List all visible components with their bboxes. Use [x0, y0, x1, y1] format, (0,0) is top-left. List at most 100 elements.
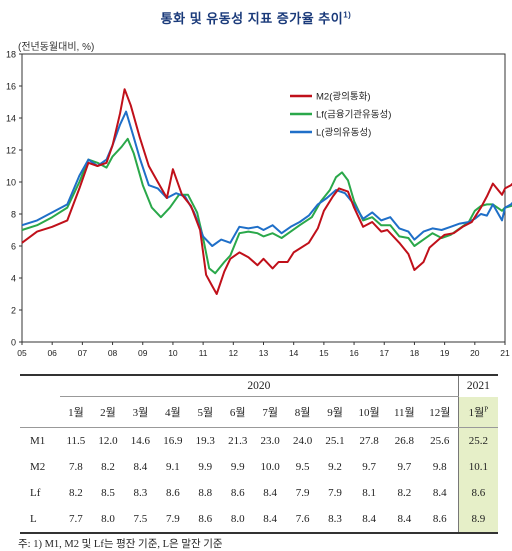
table-cell: 8.2: [101, 461, 115, 473]
row-label: L: [20, 506, 60, 534]
table-cell: 8.4: [351, 506, 387, 534]
table-cell: 10.0: [260, 461, 280, 473]
table-cell-2021: 25.2: [457, 427, 498, 454]
table-cell: 9.7: [397, 461, 412, 473]
table-cell: 7.8: [69, 461, 83, 473]
table-cell: 8.4: [386, 506, 422, 534]
plot-frame: [21, 53, 506, 343]
unit-label: (전년동월대비, %): [18, 42, 95, 53]
x-tick-label: 13: [259, 348, 269, 358]
table-cell: 8.6: [421, 506, 459, 534]
x-tick-label: 14: [289, 348, 299, 358]
month-header: 7월: [253, 396, 287, 428]
table-cell: 9.7: [362, 461, 376, 473]
table-cell: 8.4: [263, 487, 278, 499]
month-header: 2월: [91, 396, 125, 428]
table-cell-2021: 8.6: [457, 480, 498, 506]
x-tick-label: 08: [108, 348, 118, 358]
table-cell: 8.2: [69, 487, 83, 499]
month-header: 12월: [421, 396, 459, 428]
series-line-lf: [21, 137, 512, 275]
legend-label-lf: Lf(금융기관유동성): [316, 110, 391, 121]
row-label: Lf: [30, 487, 41, 499]
x-tick-label: 20: [470, 348, 480, 358]
x-tick-label: 19: [440, 348, 450, 358]
table-cell: 7.9: [295, 487, 310, 499]
preliminary-mark: P: [484, 405, 489, 414]
x-tick-label: 05: [17, 348, 27, 358]
table-cell: 23.0: [260, 435, 280, 447]
y-tick-label: 14: [6, 114, 16, 124]
x-tick-label: 21: [500, 348, 510, 358]
x-tick-label: 16: [349, 348, 359, 358]
y-tick-label: 2: [11, 306, 16, 316]
table-cell: 8.2: [397, 487, 412, 499]
table-corner: [20, 374, 60, 397]
table-cell: 12.0: [98, 435, 118, 447]
footnote: 주: 1) M1, M2 및 Lf는 평잔 기준, L은 말잔 기준: [18, 539, 223, 550]
x-tick-label: 06: [47, 348, 57, 358]
series-line-l: [21, 110, 512, 247]
y-tick-label: 16: [6, 82, 16, 92]
table-row: M2 7.8 8.2 8.4 9.1 9.9 9.9 10.0 9.5 9.2 9.7 9.7 9.8 1…: [20, 454, 498, 480]
table-row: Lf 8.2 8.5 8.3 8.6 8.8 8.6 8.4 7.9 7.9 8.1 8.2 8.4 8.…: [20, 480, 498, 506]
y-tick-label: 6: [11, 242, 16, 252]
table-cell: 8.8: [198, 487, 213, 499]
table-cell: 16.9: [163, 435, 183, 447]
y-tick-label: 0: [11, 338, 16, 348]
table-cell: 26.8: [394, 435, 414, 447]
x-tick-label: 12: [229, 348, 239, 358]
table-year-row: 2020 2021: [20, 374, 498, 397]
table-cell: 11.5: [66, 435, 86, 447]
table-cell: 8.4: [432, 487, 447, 499]
table-cell: 7.6: [286, 506, 319, 534]
month-header: 1월: [60, 396, 92, 428]
month-header: 9월: [318, 396, 352, 428]
table-cell: 9.1: [165, 461, 180, 473]
table-cell: 21.3: [228, 435, 248, 447]
table-corner-month: [20, 396, 60, 428]
y-tick-label: 10: [6, 178, 16, 188]
table-cell: 8.3: [318, 506, 352, 534]
table-cell: 9.5: [295, 461, 310, 473]
chart-title: 통화 및 유동성 지표 증가율 추이1): [0, 8, 512, 27]
table-cell: 25.6: [430, 435, 450, 447]
x-tick-label: 15: [319, 348, 329, 358]
table-cell: 8.1: [362, 487, 376, 499]
table-cell: 7.7: [60, 506, 92, 534]
table-cell: 8.0: [221, 506, 254, 534]
month-2021-header: 1월P: [457, 396, 498, 428]
row-label: M1: [30, 435, 46, 447]
table-cell: 8.0: [91, 506, 125, 534]
x-tick-label: 07: [78, 348, 88, 358]
table-cell: 19.3: [195, 435, 215, 447]
table-cell: 8.6: [165, 487, 180, 499]
table-cell: 7.5: [124, 506, 157, 534]
table-cell: 27.8: [359, 435, 379, 447]
month-header: 5월: [189, 396, 222, 428]
table-row: L 7.7 8.0 7.5 7.9 8.6 8.0 8.4 7.6 8.3 8.4 8.4 8.6 8.9: [20, 506, 498, 534]
x-tick-label: 09: [138, 348, 148, 358]
y-tick-label: 18: [6, 50, 16, 60]
x-tick-label: 18: [410, 348, 420, 358]
table-cell: 25.1: [325, 435, 345, 447]
month-header: 11월: [386, 396, 422, 428]
year-2020-header: 2020: [60, 374, 459, 397]
table-cell: 9.9: [230, 461, 245, 473]
data-table: 2020 2021 1월 2월 3월 4월 5월 6월 7월 8월 9월 10월 11월 12월 1월P M1…: [20, 374, 498, 534]
table-cell: 9.8: [432, 461, 447, 473]
table-cell: 7.9: [328, 487, 342, 499]
table-cell: 8.6: [189, 506, 222, 534]
chart-title-text: 통화 및 유동성 지표 증가율 추이: [160, 11, 344, 26]
month-2021-label: 1월: [468, 406, 485, 419]
line-chart: 0 2 4 6 8 10 12 14 16 18 05 06 07 08 09 10 11 12 13 14 15 16 1…: [6, 50, 512, 358]
table-cell: 9.2: [328, 461, 342, 473]
table-cell-2021: 8.9: [457, 506, 498, 534]
table-cell: 24.0: [292, 435, 313, 447]
table-cell: 8.4: [133, 461, 148, 473]
y-tick-label: 8: [11, 210, 16, 220]
legend-label-m2: M2(광의통화): [316, 91, 370, 103]
month-header: 8월: [286, 396, 319, 428]
table-cell: 14.6: [130, 435, 151, 447]
table-cell: 7.9: [156, 506, 190, 534]
